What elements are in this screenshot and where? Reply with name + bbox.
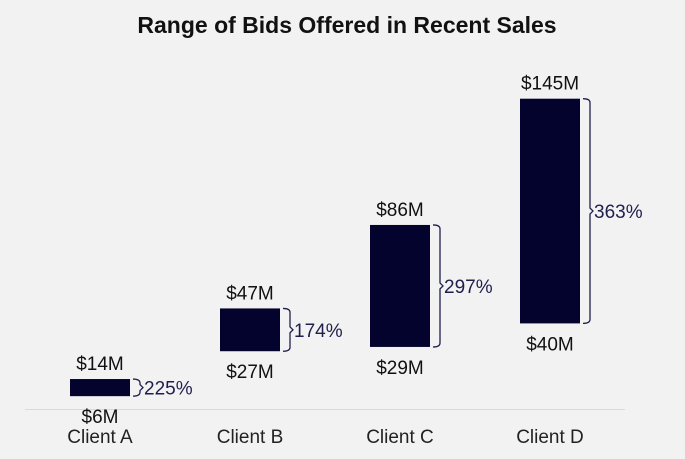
- category-label: Client C: [366, 427, 434, 448]
- spread-percent-label: 225%: [144, 379, 193, 400]
- range-bar: [70, 379, 130, 397]
- high-value-label: $47M: [226, 283, 274, 304]
- low-value-label: $6M: [82, 407, 119, 428]
- range-bar: [370, 224, 430, 347]
- category-label: Client A: [67, 427, 133, 448]
- chart-marks: $14M $6M 225% Client A $47M $27M 174% Client B $…: [67, 74, 642, 448]
- spread-percent-label: 297%: [444, 277, 493, 298]
- low-value-label: $29M: [376, 358, 424, 379]
- high-value-label: $145M: [521, 74, 579, 95]
- category-label: Client D: [516, 427, 584, 448]
- high-value-label: $14M: [76, 354, 124, 375]
- chart-title: Range of Bids Offered in Recent Sales: [137, 12, 556, 38]
- range-bar: [220, 308, 280, 352]
- spread-bracket: [432, 224, 444, 348]
- high-value-label: $86M: [376, 200, 424, 221]
- low-value-label: $27M: [226, 362, 274, 383]
- spread-percent-label: 363%: [594, 202, 643, 223]
- range-bar: [520, 98, 580, 324]
- spread-percent-label: 174%: [294, 321, 343, 342]
- spread-bracket: [582, 98, 594, 325]
- spread-bracket: [132, 378, 144, 397]
- low-value-label: $40M: [526, 334, 574, 355]
- category-label: Client B: [217, 427, 284, 448]
- spread-bracket: [282, 307, 294, 352]
